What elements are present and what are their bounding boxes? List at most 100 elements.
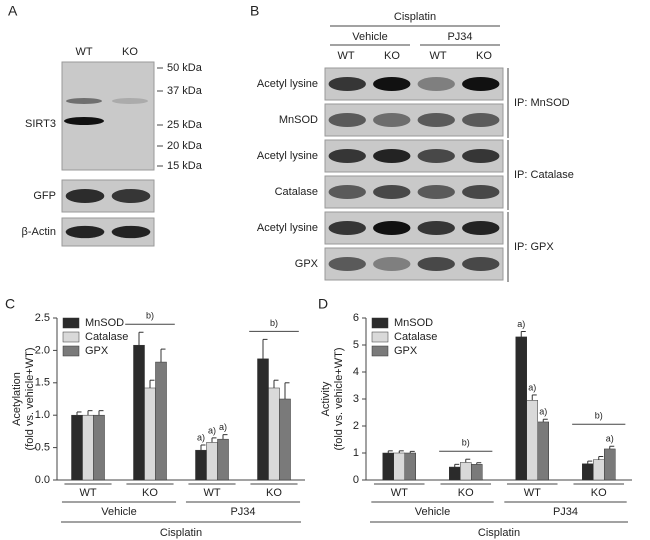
lane-label: WT xyxy=(429,50,446,62)
x-tick-label: WT xyxy=(524,487,541,499)
bar xyxy=(471,464,483,481)
y-tick-label: 1.0 xyxy=(35,409,50,421)
bar xyxy=(155,361,167,481)
bar xyxy=(217,438,229,481)
panel-label: B xyxy=(250,3,259,19)
band xyxy=(462,220,500,236)
panel-label: D xyxy=(318,296,328,312)
band xyxy=(328,220,366,236)
x-tick-label: KO xyxy=(142,487,158,499)
row-label: Acetyl lysine xyxy=(257,78,318,90)
band xyxy=(417,220,455,236)
band xyxy=(417,112,455,128)
bar xyxy=(82,414,94,481)
bar xyxy=(133,344,145,481)
bar xyxy=(268,387,280,481)
row-label: SIRT3 xyxy=(25,118,56,130)
legend-label: GPX xyxy=(85,345,109,357)
group-label: Vehicle xyxy=(352,31,387,43)
x-tick-label: KO xyxy=(458,487,474,499)
bar-annotation: a) xyxy=(528,382,536,392)
row-label: GFP xyxy=(33,190,56,202)
row-label: Acetyl lysine xyxy=(257,222,318,234)
band xyxy=(462,112,500,128)
bar xyxy=(257,358,269,481)
group-annotation: b) xyxy=(146,311,154,321)
y-tick-label: 2.0 xyxy=(35,344,50,356)
bar xyxy=(404,452,416,481)
lane-label: WT xyxy=(75,46,92,58)
bar xyxy=(71,414,83,481)
band xyxy=(417,184,455,200)
bar xyxy=(582,463,594,481)
lane-label: KO xyxy=(476,50,492,62)
band xyxy=(462,256,500,272)
band xyxy=(328,148,366,164)
bar-annotation: a) xyxy=(208,425,216,435)
legend-label: MnSOD xyxy=(394,317,433,329)
bar xyxy=(593,459,605,481)
y-tick-label: 3 xyxy=(353,393,359,405)
row-label: β-Actin xyxy=(22,226,56,238)
bar xyxy=(144,387,156,481)
marker-label: 25 kDa xyxy=(167,119,203,131)
legend-label: MnSOD xyxy=(85,317,124,329)
group-label: PJ34 xyxy=(553,506,578,518)
band xyxy=(373,220,411,236)
bar-annotation: a) xyxy=(606,434,614,444)
band xyxy=(111,188,151,204)
marker-label: 20 kDa xyxy=(167,140,203,152)
lane-label: KO xyxy=(122,46,138,58)
group-annotation: b) xyxy=(462,438,470,448)
bar xyxy=(93,414,105,481)
bar xyxy=(526,400,538,481)
band xyxy=(462,76,500,92)
bar-annotation: a) xyxy=(539,407,547,417)
y-axis-label: Activity xyxy=(320,381,332,416)
marker-label: 37 kDa xyxy=(167,85,203,97)
bar xyxy=(449,466,461,481)
x-tick-label: WT xyxy=(391,487,408,499)
band xyxy=(373,256,411,272)
group-annotation: b) xyxy=(270,318,278,328)
bar xyxy=(206,442,218,481)
bar xyxy=(460,462,472,481)
y-axis-label: Acetylation xyxy=(11,372,23,426)
band xyxy=(462,148,500,164)
x-tick-label: KO xyxy=(591,487,607,499)
band xyxy=(328,256,366,272)
band xyxy=(417,76,455,92)
y-tick-label: 1 xyxy=(353,447,359,459)
band xyxy=(66,98,102,104)
bar-annotation: a) xyxy=(517,319,525,329)
band xyxy=(328,76,366,92)
band xyxy=(111,225,151,239)
y-tick-label: 5 xyxy=(353,339,359,351)
group-title: Cisplatin xyxy=(160,527,202,539)
y-tick-label: 0 xyxy=(353,474,359,486)
row-label: Acetyl lysine xyxy=(257,150,318,162)
ip-label: IP: MnSOD xyxy=(514,97,570,109)
group-label: Vehicle xyxy=(415,506,450,518)
legend-swatch xyxy=(62,345,80,357)
legend-swatch xyxy=(371,331,389,343)
bar-annotation: a) xyxy=(219,422,227,432)
band xyxy=(417,148,455,164)
y-tick-label: 0.0 xyxy=(35,474,50,486)
y-tick-label: 6 xyxy=(353,312,359,324)
band xyxy=(373,148,411,164)
blot xyxy=(61,61,155,171)
group-title: Cisplatin xyxy=(478,527,520,539)
x-tick-label: KO xyxy=(266,487,282,499)
bar-annotation: a) xyxy=(197,432,205,442)
y-axis-label: (fold vs. vehicle+WT) xyxy=(333,348,345,451)
band xyxy=(373,76,411,92)
y-tick-label: 4 xyxy=(353,366,359,378)
y-tick-label: 2 xyxy=(353,420,359,432)
band xyxy=(112,98,148,104)
bar xyxy=(537,421,549,481)
marker-label: 15 kDa xyxy=(167,160,203,172)
bar xyxy=(515,336,527,481)
band xyxy=(64,117,104,125)
y-tick-label: 0.5 xyxy=(35,442,50,454)
